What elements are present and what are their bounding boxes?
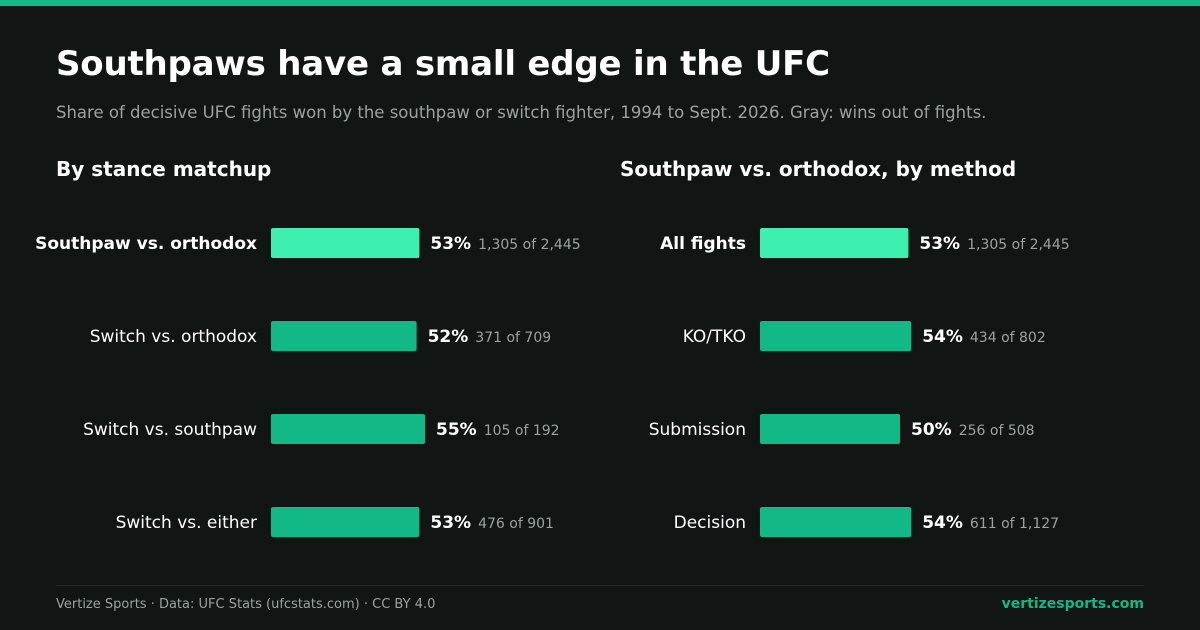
percent-label-method-1: 54%: [922, 327, 963, 347]
bar-stance-2: [271, 414, 425, 444]
category-label-method-3: Decision: [674, 513, 746, 533]
category-label-method-0: All fights: [660, 234, 746, 254]
chart-title: Southpaws have a small edge in the UFC: [56, 44, 830, 84]
count-label-method-2: 256 of 508: [959, 423, 1035, 439]
value-label-stance-0: 53% 1,305 of 2,445: [430, 234, 580, 254]
percent-label-stance-3: 53%: [430, 513, 471, 533]
top-accent-stripe: [0, 0, 1200, 6]
category-label-stance-2: Switch vs. southpaw: [83, 420, 257, 440]
chart-subtitle: Share of decisive UFC fights won by the …: [56, 103, 987, 122]
value-label-method-3: 54% 611 of 1,127: [922, 513, 1059, 533]
count-label-method-1: 434 of 802: [970, 330, 1046, 346]
count-label-method-0: 1,305 of 2,445: [967, 237, 1070, 253]
value-label-method-2: 50% 256 of 508: [911, 420, 1035, 440]
category-label-stance-0: Southpaw vs. orthodox: [35, 234, 257, 254]
count-label-stance-0: 1,305 of 2,445: [478, 237, 581, 253]
percent-label-stance-1: 52%: [428, 327, 469, 347]
footer-credit: Vertize Sports · Data: UFC Stats (ufcsta…: [56, 597, 436, 612]
percent-label-stance-2: 55%: [436, 420, 477, 440]
footer-site-link[interactable]: vertizesports.com: [1001, 596, 1144, 612]
bar-stance-0: [271, 228, 420, 258]
percent-label-method-2: 50%: [911, 420, 952, 440]
value-label-stance-1: 52% 371 of 709: [428, 327, 552, 347]
percent-label-method-3: 54%: [922, 513, 963, 533]
footer-divider: [56, 585, 1144, 586]
bar-stance-1: [271, 321, 417, 351]
count-label-method-3: 611 of 1,127: [970, 516, 1059, 532]
category-label-stance-3: Switch vs. either: [116, 513, 257, 533]
category-label-stance-1: Switch vs. orthodox: [90, 327, 257, 347]
count-label-stance-2: 105 of 192: [484, 423, 560, 439]
panel-title-method: Southpaw vs. orthodox, by method: [620, 157, 1017, 181]
value-label-stance-3: 53% 476 of 901: [430, 513, 554, 533]
value-label-method-0: 53% 1,305 of 2,445: [919, 234, 1069, 254]
bar-method-0: [760, 228, 909, 258]
bar-stance-3: [271, 507, 420, 537]
percent-label-stance-0: 53%: [430, 234, 471, 254]
bar-method-3: [760, 507, 912, 537]
bar-method-2: [760, 414, 900, 444]
panel-title-stance: By stance matchup: [56, 157, 272, 181]
category-label-method-2: Submission: [649, 420, 746, 440]
value-label-stance-2: 55% 105 of 192: [436, 420, 560, 440]
count-label-stance-1: 371 of 709: [475, 330, 551, 346]
value-label-method-1: 54% 434 of 802: [922, 327, 1046, 347]
bar-method-1: [760, 321, 912, 351]
category-label-method-1: KO/TKO: [683, 327, 746, 347]
count-label-stance-3: 476 of 901: [478, 516, 554, 532]
percent-label-method-0: 53%: [919, 234, 960, 254]
